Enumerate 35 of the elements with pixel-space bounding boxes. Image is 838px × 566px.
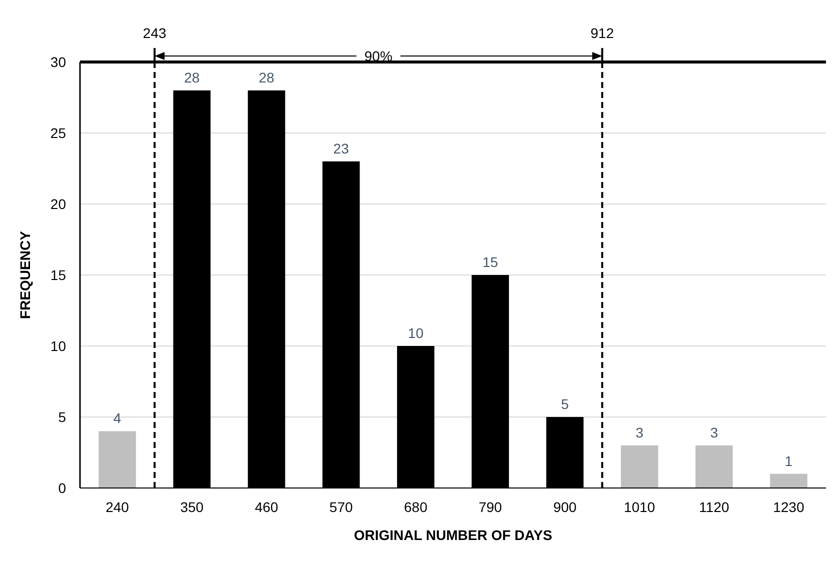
y-tick-label: 15 — [50, 266, 66, 283]
bar — [620, 445, 658, 488]
y-tick-label: 5 — [58, 408, 66, 425]
y-tick-label: 20 — [50, 196, 66, 212]
bar — [695, 445, 733, 488]
y-tick-label: 0 — [58, 480, 66, 496]
data-label: 28 — [184, 69, 200, 86]
x-tick-label: 900 — [553, 499, 577, 515]
data-label: 15 — [482, 254, 498, 270]
x-tick-label: 570 — [329, 499, 353, 515]
data-label: 5 — [561, 396, 569, 412]
x-tick-label: 790 — [478, 499, 502, 515]
x-tick-label: 680 — [404, 499, 428, 515]
y-axis-title: FREQUENCY — [17, 230, 33, 319]
x-tick-label: 1230 — [773, 499, 804, 515]
data-label: 23 — [333, 140, 350, 156]
y-tick-label: 30 — [50, 54, 66, 70]
x-tick-label: 350 — [180, 499, 204, 515]
y-tick-label: 10 — [50, 338, 66, 354]
y-tick-label: 25 — [50, 124, 66, 141]
x-axis-title: ORIGINAL NUMBER OF DAYS — [354, 527, 552, 543]
data-label: 4 — [113, 410, 122, 426]
text: 912 — [590, 25, 614, 41]
data-label: 10 — [408, 325, 424, 341]
x-tick-label: 240 — [106, 499, 130, 515]
x-tick-label: 460 — [254, 499, 278, 515]
bar — [98, 431, 136, 488]
data-label: 28 — [258, 69, 274, 86]
x-tick-label: 1010 — [624, 499, 656, 515]
data-label: 3 — [636, 424, 644, 440]
data-label: 1 — [784, 452, 793, 469]
data-label: 3 — [710, 424, 718, 440]
x-tick-label: 1120 — [699, 499, 730, 515]
text: 243 — [142, 25, 166, 41]
bar — [770, 474, 808, 488]
